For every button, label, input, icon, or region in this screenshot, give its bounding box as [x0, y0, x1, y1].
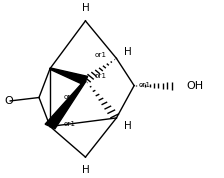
Text: or1: or1	[63, 121, 75, 127]
Polygon shape	[50, 68, 88, 85]
Text: OH: OH	[186, 81, 203, 91]
Polygon shape	[45, 80, 86, 129]
Text: H: H	[124, 121, 132, 131]
Text: H: H	[82, 3, 89, 13]
Text: H: H	[124, 47, 132, 57]
Text: or1: or1	[139, 82, 151, 88]
Text: or1: or1	[63, 94, 75, 100]
Text: or1: or1	[94, 52, 106, 58]
Text: or1: or1	[94, 73, 106, 79]
Text: O: O	[5, 96, 13, 106]
Text: H: H	[82, 165, 89, 175]
